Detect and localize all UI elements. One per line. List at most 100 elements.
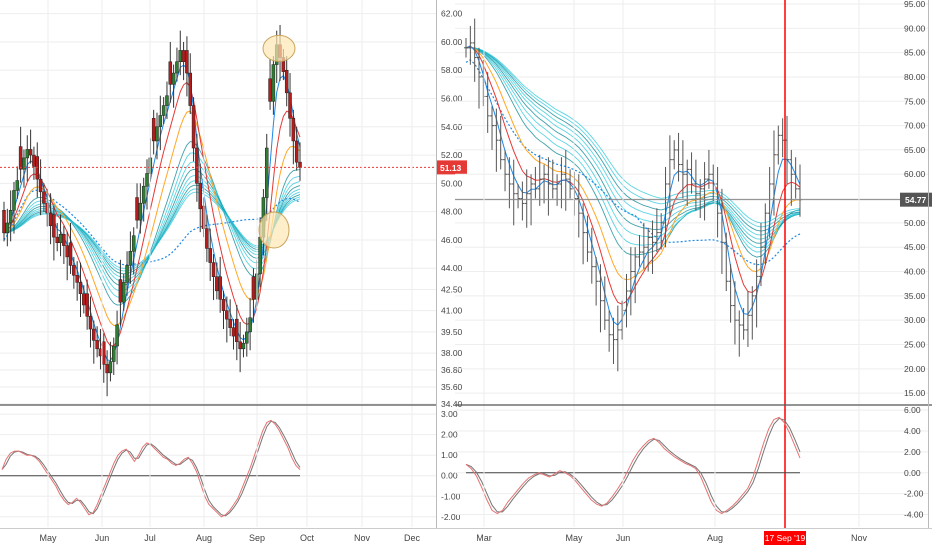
candle-body[interactable] — [211, 262, 216, 277]
candle-body[interactable] — [32, 154, 36, 167]
osc-tick-label: -2.00 — [904, 489, 924, 499]
osc-tick-label: -2.00 — [441, 512, 461, 522]
candle-body[interactable] — [225, 310, 229, 320]
candle-body[interactable] — [8, 209, 13, 224]
candle-body[interactable] — [25, 149, 30, 159]
candle-body[interactable] — [208, 248, 212, 263]
candle-body[interactable] — [121, 282, 126, 303]
candle-body[interactable] — [215, 276, 219, 292]
candle-body[interactable] — [188, 72, 192, 106]
candle-body[interactable] — [85, 293, 89, 317]
candle-body[interactable] — [248, 317, 252, 333]
candle-body[interactable] — [138, 202, 143, 221]
candle-body[interactable] — [228, 318, 232, 328]
candle-body[interactable] — [178, 50, 183, 62]
candle-body[interactable] — [245, 331, 249, 344]
right-price-axis[interactable]: 95.00 90.00 85.00 80.00 75.00 70.00 65.00 60.00… — [900, 0, 932, 398]
candle-body[interactable] — [258, 236, 262, 275]
candle-body[interactable] — [298, 161, 302, 168]
candle-body[interactable] — [198, 183, 202, 210]
candle-body[interactable] — [118, 279, 123, 303]
candle-body[interactable] — [108, 361, 113, 374]
candle-body[interactable] — [288, 92, 292, 119]
candle-body[interactable] — [141, 185, 146, 204]
candle-body[interactable] — [294, 140, 299, 163]
candle-body[interactable] — [268, 78, 272, 102]
candle-body[interactable] — [171, 72, 176, 85]
left-price-axis[interactable]: 62.00 60.00 58.00 56.00 54.00 52.00 50.00 48.00… — [437, 9, 467, 409]
candle-body[interactable] — [5, 222, 10, 234]
candle-body[interactable] — [58, 234, 63, 244]
candle-body[interactable] — [62, 234, 66, 246]
candle-body[interactable] — [158, 115, 163, 128]
candle-body[interactable] — [88, 316, 93, 330]
candle-body[interactable] — [42, 191, 46, 204]
candle-body[interactable] — [95, 340, 99, 350]
left-osc-axis[interactable]: 3.00 2.00 1.00 0.00 -1.00 -2.00 — [441, 409, 461, 522]
left-time-axis[interactable]: May Jun Jul Aug Sep Oct Nov Dec — [39, 0, 420, 543]
candle-body[interactable] — [28, 149, 33, 156]
candle-body[interactable] — [55, 236, 59, 244]
candle-body[interactable] — [78, 282, 83, 294]
candle-body[interactable] — [22, 157, 26, 170]
candle-body[interactable] — [48, 212, 53, 227]
candle-body[interactable] — [264, 147, 269, 198]
candle-body[interactable] — [68, 242, 73, 266]
right-price-pane[interactable] — [455, 0, 928, 528]
candle-body[interactable] — [151, 118, 156, 142]
candle-body[interactable] — [38, 178, 43, 193]
candle-body[interactable] — [2, 209, 6, 234]
candle-body[interactable] — [218, 276, 222, 300]
candle-body[interactable] — [131, 235, 136, 252]
candle-body[interactable] — [235, 318, 239, 343]
sma-dotted-line — [465, 59, 801, 266]
right-oscillator-pane[interactable] — [465, 416, 801, 515]
candle-body[interactable] — [185, 50, 189, 74]
candle-body[interactable] — [175, 61, 179, 74]
candle-body[interactable] — [15, 180, 20, 191]
candle-body[interactable] — [251, 276, 256, 300]
candle-body[interactable] — [205, 228, 209, 249]
candle-body[interactable] — [102, 341, 106, 365]
price-tick-label: 70.00 — [904, 121, 926, 131]
candle-body[interactable] — [12, 190, 16, 211]
price-tick-label: 60.00 — [904, 169, 926, 179]
candle-body[interactable] — [241, 342, 246, 350]
candle-body[interactable] — [112, 345, 116, 362]
candle-body[interactable] — [155, 126, 159, 142]
candle-body[interactable] — [191, 105, 196, 149]
candle-body[interactable] — [18, 146, 23, 170]
candle-body[interactable] — [181, 50, 186, 62]
candle-body[interactable] — [238, 341, 242, 350]
candle-body[interactable] — [145, 173, 149, 187]
candle-body[interactable] — [115, 324, 119, 347]
highlight-circle[interactable] — [262, 34, 296, 62]
candle-body[interactable] — [72, 265, 76, 276]
candle-body[interactable] — [105, 364, 109, 374]
highlight-circle[interactable] — [258, 211, 290, 249]
candle-body[interactable] — [52, 214, 56, 238]
candle-body[interactable] — [284, 69, 289, 94]
candle-body[interactable] — [291, 118, 296, 142]
candle-body[interactable] — [161, 105, 166, 116]
candle-body[interactable] — [271, 64, 276, 102]
candle-body[interactable] — [165, 95, 169, 106]
candle-body[interactable] — [128, 251, 133, 266]
candle-body[interactable] — [221, 299, 226, 311]
candle-body[interactable] — [45, 202, 49, 214]
candle-body[interactable] — [98, 348, 103, 357]
candle-body[interactable] — [65, 245, 69, 258]
candle-body[interactable] — [168, 61, 173, 85]
candle-body[interactable] — [231, 327, 236, 337]
candle-body[interactable] — [195, 147, 199, 184]
ema-fast-line — [465, 45, 801, 326]
candle-body[interactable] — [125, 265, 129, 283]
candle-body[interactable] — [92, 328, 96, 341]
right-osc-axis[interactable]: 6.00 4.00 2.00 0.00 -2.00 -4.00 — [904, 405, 924, 519]
candle-body[interactable] — [75, 275, 79, 283]
candle-body[interactable] — [82, 293, 86, 306]
right-time-axis[interactable]: Mar May Jun Aug Nov 17 Sep '19 — [476, 0, 867, 545]
candle-body[interactable] — [135, 197, 139, 221]
left-price-pane[interactable] — [0, 24, 436, 397]
